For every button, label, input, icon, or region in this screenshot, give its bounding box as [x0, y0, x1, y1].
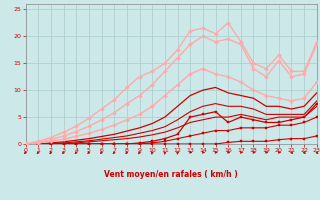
X-axis label: Vent moyen/en rafales ( km/h ): Vent moyen/en rafales ( km/h ) [104, 170, 238, 179]
